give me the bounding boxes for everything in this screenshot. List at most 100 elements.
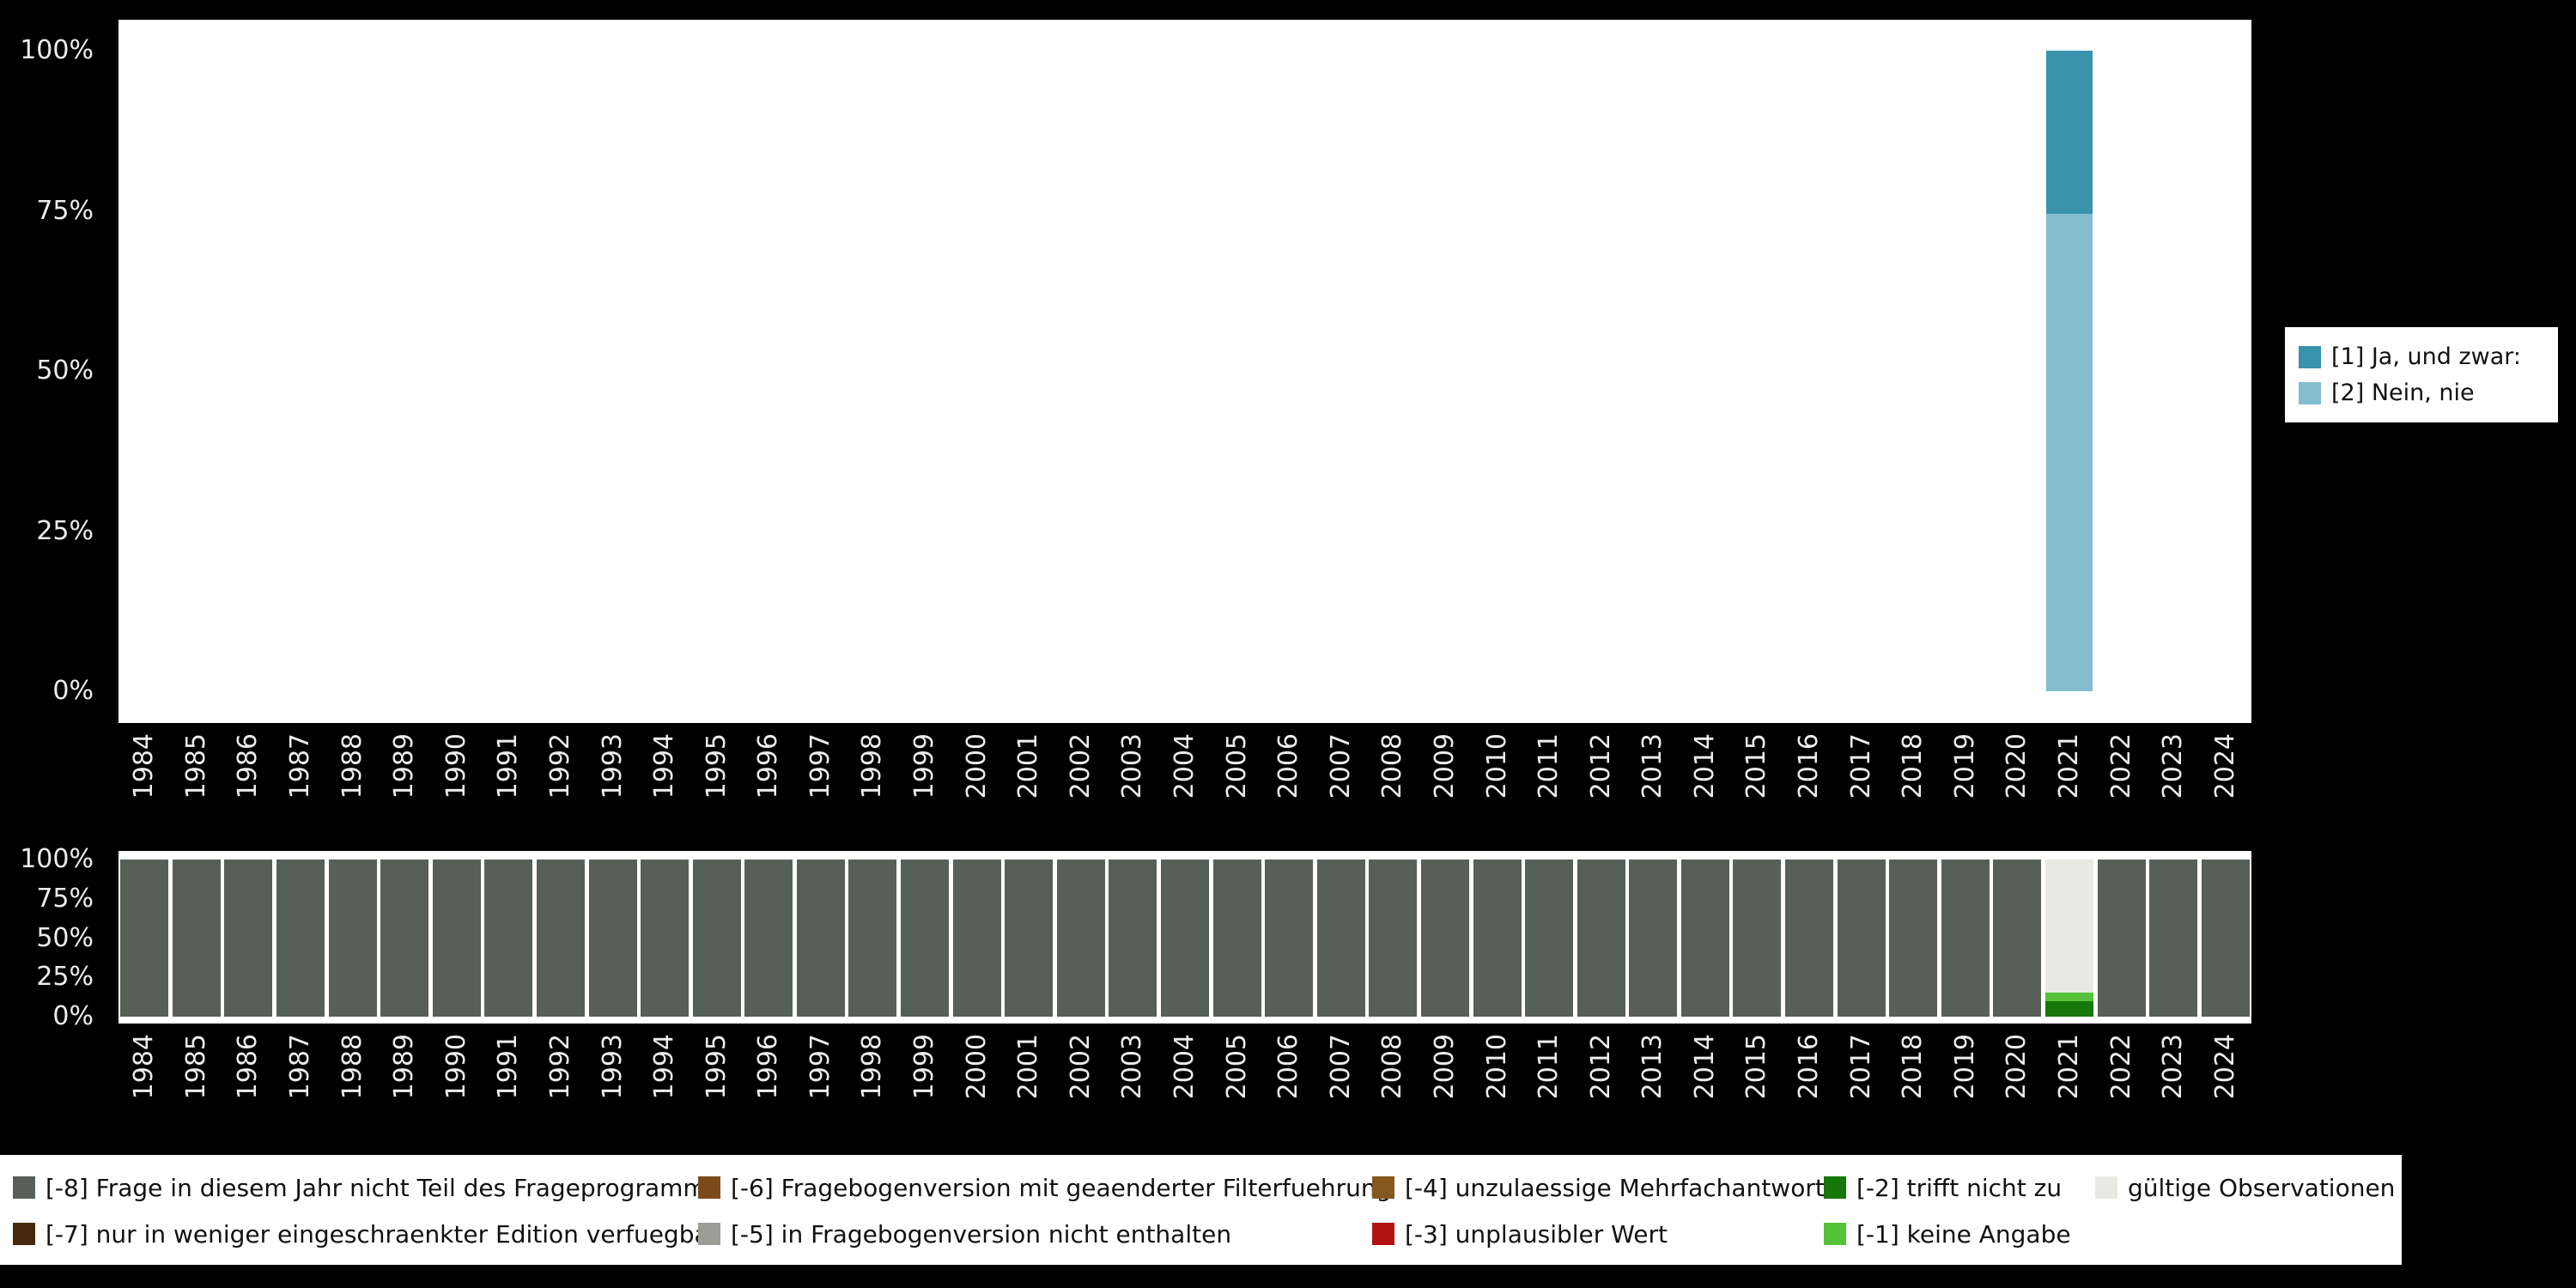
bar-segment	[1420, 860, 1469, 1017]
legend-item-label: [-4] unzulaessige Mehrfachantwort	[1405, 1173, 1825, 1202]
bar-segment	[2045, 51, 2093, 215]
legend-item: [-2] trifft nicht zu	[1824, 1173, 2063, 1202]
legend-color-swatch	[13, 1176, 35, 1199]
x-tick-label: 2007	[1325, 733, 1356, 799]
bar-segment	[172, 860, 221, 1017]
bar-segment	[1473, 860, 1522, 1017]
x-tick-label: 1987	[285, 733, 316, 799]
y-tick-label: 75%	[36, 195, 94, 226]
bar-segment	[1109, 860, 1157, 1017]
legend-item-label: [1] Ja, und zwar:	[2331, 343, 2521, 370]
y-tick-label: 50%	[36, 355, 94, 386]
bar-2020	[1993, 860, 2042, 1017]
x-tick-label: 1997	[805, 733, 835, 799]
x-tick-label: 2000	[961, 733, 992, 799]
x-tick-label: 1985	[180, 733, 211, 799]
x-tick-label: 1994	[649, 733, 680, 799]
legend-item: gültige Observationen	[2095, 1174, 2395, 1202]
bar-2021	[2044, 860, 2093, 1017]
x-tick-label: 2020	[2002, 1034, 2032, 1100]
legend-item-label: [-3] unplausibler Wert	[1405, 1219, 1668, 1249]
bar-segment	[536, 860, 585, 1017]
x-tick-label: 1999	[909, 1034, 940, 1100]
bar-segment	[1785, 860, 1834, 1017]
bar-2006	[1265, 860, 1314, 1017]
legend-color-swatch	[2095, 1176, 2117, 1199]
x-tick-label: 2008	[1377, 1034, 1408, 1100]
bar-segment	[1212, 860, 1261, 1017]
x-tick-label: 2015	[1741, 733, 1772, 799]
x-tick-label: 2011	[1534, 1034, 1564, 1100]
legend-item-label: [-1] keine Angabe	[1856, 1219, 2071, 1249]
bar-segment	[848, 860, 897, 1017]
x-tick-label: 1986	[233, 1034, 264, 1100]
x-tick-label: 2018	[1898, 1034, 1929, 1100]
legend-color-swatch	[2299, 345, 2321, 368]
main-chart-legend: [1] Ja, und zwar: [2] Nein, nie	[2285, 327, 2558, 422]
x-tick-label: 1991	[493, 733, 524, 799]
bar-segment	[1525, 860, 1574, 1017]
x-tick-label: 2020	[2002, 733, 2032, 799]
legend-color-swatch	[1824, 1176, 1846, 1199]
legend-item: [2] Nein, nie	[2299, 380, 2558, 407]
bar-2011	[1525, 860, 1574, 1017]
bar-1997	[796, 860, 845, 1017]
x-tick-label: 2022	[2105, 733, 2136, 799]
x-tick-label: 1998	[857, 1034, 888, 1100]
bar-1987	[276, 860, 325, 1017]
bar-segment	[1837, 860, 1886, 1017]
bar-segment	[380, 860, 429, 1017]
legend-item-label: [-6] Fragebogenversion mit geaenderter F…	[731, 1173, 1392, 1202]
bar-segment	[1941, 860, 1990, 1017]
bar-segment	[641, 860, 690, 1017]
x-tick-label: 1996	[753, 733, 784, 799]
bar-2012	[1577, 860, 1625, 1017]
bar-segment	[1680, 860, 1729, 1017]
y-tick-label: 50%	[36, 922, 94, 953]
x-tick-label: 2003	[1117, 1034, 1148, 1100]
legend-item: [-1] keine Angabe	[1824, 1219, 2071, 1249]
x-tick-label: 1990	[440, 733, 471, 799]
x-tick-label: 1993	[597, 1034, 628, 1100]
x-tick-label: 2006	[1273, 733, 1304, 799]
y-tick-label: 25%	[36, 515, 94, 546]
x-tick-label: 2017	[1845, 1034, 1876, 1100]
x-tick-label: 2012	[1585, 1034, 1616, 1100]
x-tick-label: 1997	[805, 1034, 835, 1100]
x-tick-label: 1989	[389, 1034, 420, 1100]
x-tick-label: 2016	[1794, 1034, 1825, 1100]
x-tick-label: 1988	[337, 1034, 368, 1100]
x-tick-label: 2014	[1689, 733, 1720, 799]
bar-2007	[1316, 860, 1365, 1017]
x-tick-label: 1991	[493, 1034, 524, 1100]
bar-segment	[2045, 214, 2093, 691]
x-tick-label: 2005	[1221, 1034, 1252, 1100]
legend-item-label: [-2] trifft nicht zu	[1856, 1173, 2063, 1202]
bar-2000	[952, 860, 1001, 1017]
x-tick-label: 1992	[544, 1034, 575, 1100]
y-tick-label: 100%	[20, 844, 94, 874]
bar-segment	[1005, 860, 1054, 1017]
x-tick-label: 2000	[961, 1034, 992, 1100]
bar-2002	[1056, 860, 1105, 1017]
y-tick-label: 100%	[20, 35, 94, 65]
x-tick-label: 2004	[1170, 1034, 1200, 1100]
legend-item-label: [2] Nein, nie	[2331, 380, 2475, 406]
bar-1998	[848, 860, 897, 1017]
x-tick-label: 2022	[2105, 1034, 2136, 1100]
x-tick-label: 2009	[1429, 1034, 1460, 1100]
legend-color-swatch	[13, 1223, 35, 1245]
x-tick-label: 2014	[1689, 1034, 1720, 1100]
bar-segment	[796, 860, 845, 1017]
x-tick-label: 1990	[440, 1034, 471, 1100]
legend-color-swatch	[1372, 1223, 1394, 1245]
bar-segment	[484, 860, 533, 1017]
x-tick-label: 2019	[1949, 1034, 1980, 1100]
bar-segment	[328, 860, 377, 1017]
x-tick-label: 1994	[649, 1034, 680, 1100]
bar-segment	[588, 860, 637, 1017]
x-tick-label: 2010	[1481, 1034, 1512, 1100]
bar-segment	[2044, 992, 2093, 1001]
legend-item: [-8] Frage in diesem Jahr nicht Teil des…	[13, 1174, 719, 1202]
bar-1995	[692, 860, 741, 1017]
